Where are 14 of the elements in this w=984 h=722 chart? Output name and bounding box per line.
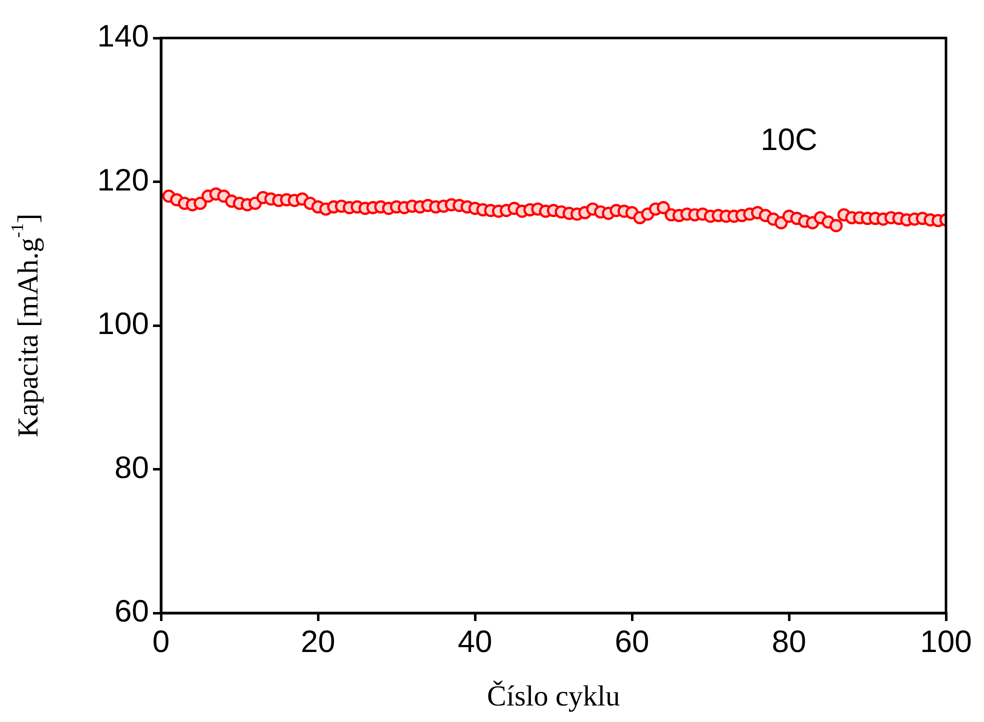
y-tick-label: 100 bbox=[97, 306, 149, 342]
x-tick-label: 80 bbox=[772, 624, 806, 660]
x-tick-label: 100 bbox=[920, 624, 972, 660]
x-tick-label: 0 bbox=[152, 624, 170, 660]
y-axis-title: Kapacita [mAh.g-1] bbox=[6, 214, 45, 438]
x-tick-label: 40 bbox=[458, 624, 492, 660]
y-tick-label: 60 bbox=[114, 594, 149, 629]
y-tick-label: 140 bbox=[97, 18, 149, 54]
x-tick-label: 20 bbox=[300, 624, 336, 660]
x-axis-title: Číslo cyklu bbox=[487, 680, 620, 713]
y-tick-label: 80 bbox=[114, 450, 149, 485]
y-tick-label: 120 bbox=[97, 162, 149, 198]
annotation: 10C bbox=[760, 122, 818, 158]
x-tick-label: 60 bbox=[614, 624, 650, 660]
